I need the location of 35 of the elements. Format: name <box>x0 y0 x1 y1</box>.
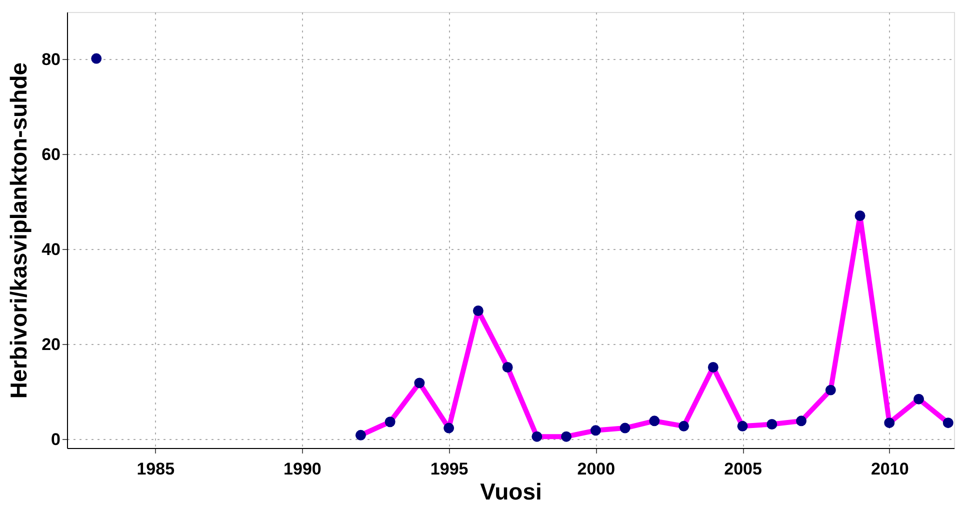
x-tick-label: 2005 <box>724 460 762 478</box>
point <box>854 210 866 221</box>
x-tick-label: 1995 <box>430 460 468 478</box>
point <box>766 419 778 430</box>
point <box>649 416 660 426</box>
x-tick-label: 1990 <box>284 460 322 478</box>
point <box>620 422 630 434</box>
y-tick-label: 0 <box>51 430 60 449</box>
point <box>472 306 484 316</box>
point <box>502 362 513 372</box>
point <box>796 416 807 426</box>
point <box>942 418 954 428</box>
x-tick-label: 2010 <box>870 460 909 478</box>
x-axis-title: Vuosi <box>480 478 542 504</box>
x-tick-label: 2000 <box>577 460 616 478</box>
point <box>590 425 601 436</box>
point <box>91 53 102 64</box>
point <box>444 422 454 434</box>
point <box>414 378 425 388</box>
point <box>737 420 748 432</box>
point <box>355 430 366 440</box>
point <box>532 431 542 442</box>
y-tick-label: 60 <box>42 144 60 164</box>
point <box>914 394 924 404</box>
y-tick-label: 40 <box>42 240 60 259</box>
point <box>561 431 572 442</box>
point <box>678 420 690 432</box>
point <box>708 362 718 372</box>
y-tick-label: 20 <box>42 334 60 354</box>
point <box>884 418 895 428</box>
y-tick-label: 80 <box>42 50 60 69</box>
point <box>384 416 396 428</box>
y-axis-title: Herbivori/kasviplankton-suhde <box>6 62 32 399</box>
point <box>825 384 836 396</box>
x-tick-label: 1985 <box>136 460 175 478</box>
